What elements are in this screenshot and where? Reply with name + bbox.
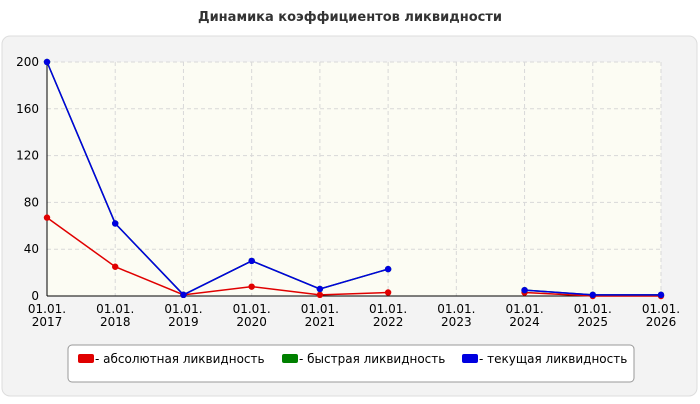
legend-swatch <box>462 354 478 363</box>
y-tick-label: 40 <box>24 242 39 256</box>
x-tick-label: 01.01. 2019 <box>164 302 202 329</box>
x-tick-label: 01.01. 2020 <box>233 302 271 329</box>
legend <box>67 344 635 383</box>
legend-swatch <box>282 354 298 363</box>
x-tick-label: 01.01. 2018 <box>96 302 134 329</box>
data-point <box>248 283 255 290</box>
legend-label: - абсолютная ликвидность <box>95 352 265 366</box>
y-tick-label: 80 <box>24 195 39 209</box>
data-point <box>384 289 392 296</box>
legend-label: - текущая ликвидность <box>479 352 627 366</box>
data-point <box>384 265 392 273</box>
y-tick-label: 160 <box>16 102 39 116</box>
data-point <box>43 214 51 221</box>
data-point <box>248 257 255 265</box>
data-point <box>657 291 665 299</box>
plot-area <box>47 62 661 296</box>
data-point <box>43 58 51 66</box>
y-tick-label: 200 <box>16 55 39 69</box>
x-tick-label: 01.01. 2017 <box>28 302 66 329</box>
x-tick-label: 01.01. 2023 <box>437 302 475 329</box>
data-point <box>112 263 119 270</box>
y-tick-label: 0 <box>31 289 39 303</box>
legend-label: - быстрая ликвидность <box>299 352 445 366</box>
data-point <box>316 285 324 293</box>
legend-swatch <box>78 354 94 363</box>
x-tick-label: 01.01. 2025 <box>574 302 612 329</box>
data-point <box>316 291 324 299</box>
y-tick-label: 120 <box>16 149 39 163</box>
x-tick-label: 01.01. 2026 <box>642 302 680 329</box>
data-point <box>521 286 528 294</box>
data-point <box>589 291 596 299</box>
x-tick-label: 01.01. 2022 <box>369 302 407 329</box>
data-point <box>180 291 187 299</box>
x-tick-label: 01.01. 2024 <box>505 302 543 329</box>
chart-title: Динамика коэффициентов ликвидности <box>198 10 502 25</box>
x-tick-label: 01.01. 2021 <box>301 302 339 329</box>
data-point <box>112 220 119 227</box>
